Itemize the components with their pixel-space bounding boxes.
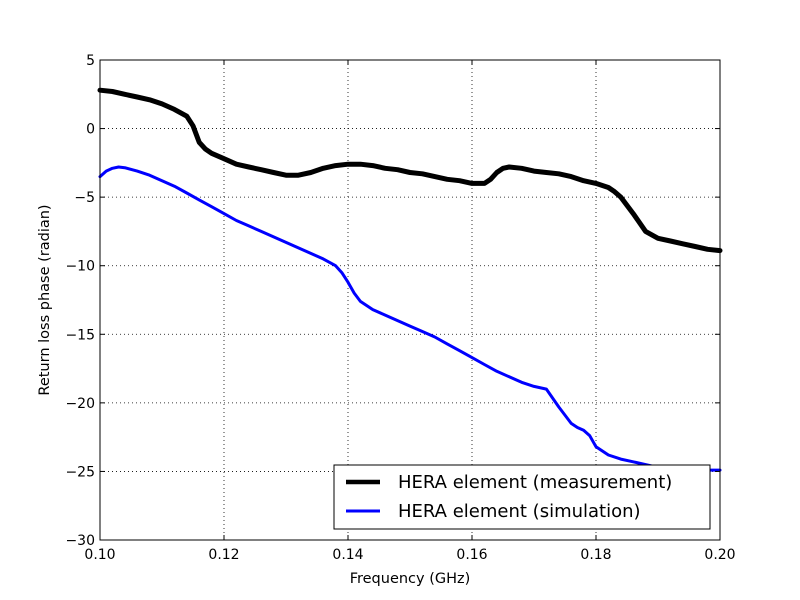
x-tick-label: 0.12	[208, 547, 239, 563]
legend-label-measurement: HERA element (measurement)	[398, 472, 672, 493]
y-axis-label: Return loss phase (radian)	[37, 204, 53, 395]
x-tick-label: 0.18	[580, 547, 611, 563]
x-axis-label: Frequency (GHz)	[350, 571, 471, 587]
y-tick-label: −30	[65, 533, 95, 549]
data-series	[97, 87, 723, 472]
y-tick-label: 0	[86, 122, 95, 138]
y-tick-label: −25	[65, 464, 95, 480]
x-tick-label: 0.10	[84, 547, 115, 563]
legend: HERA element (measurement) HERA element …	[333, 464, 711, 530]
y-tick-label: −5	[74, 190, 95, 206]
axis-ticks: 0.10 0.12 0.14 0.16 0.18 0.20 5 0 −5 −10 −15 −20 −25…	[65, 53, 735, 563]
x-tick-label: 0.20	[704, 547, 735, 563]
series-line-simulation	[98, 165, 722, 472]
series-line-measurement	[97, 87, 723, 254]
y-tick-label: −20	[65, 396, 95, 412]
y-tick-label: −15	[65, 327, 95, 343]
y-tick-label: −10	[65, 259, 95, 275]
legend-box	[333, 464, 711, 530]
y-tick-label: 5	[86, 53, 95, 69]
plot-frame	[99, 59, 721, 541]
legend-label-simulation: HERA element (simulation)	[398, 501, 641, 522]
x-tick-label: 0.16	[456, 547, 487, 563]
x-tick-label: 0.14	[332, 547, 363, 563]
